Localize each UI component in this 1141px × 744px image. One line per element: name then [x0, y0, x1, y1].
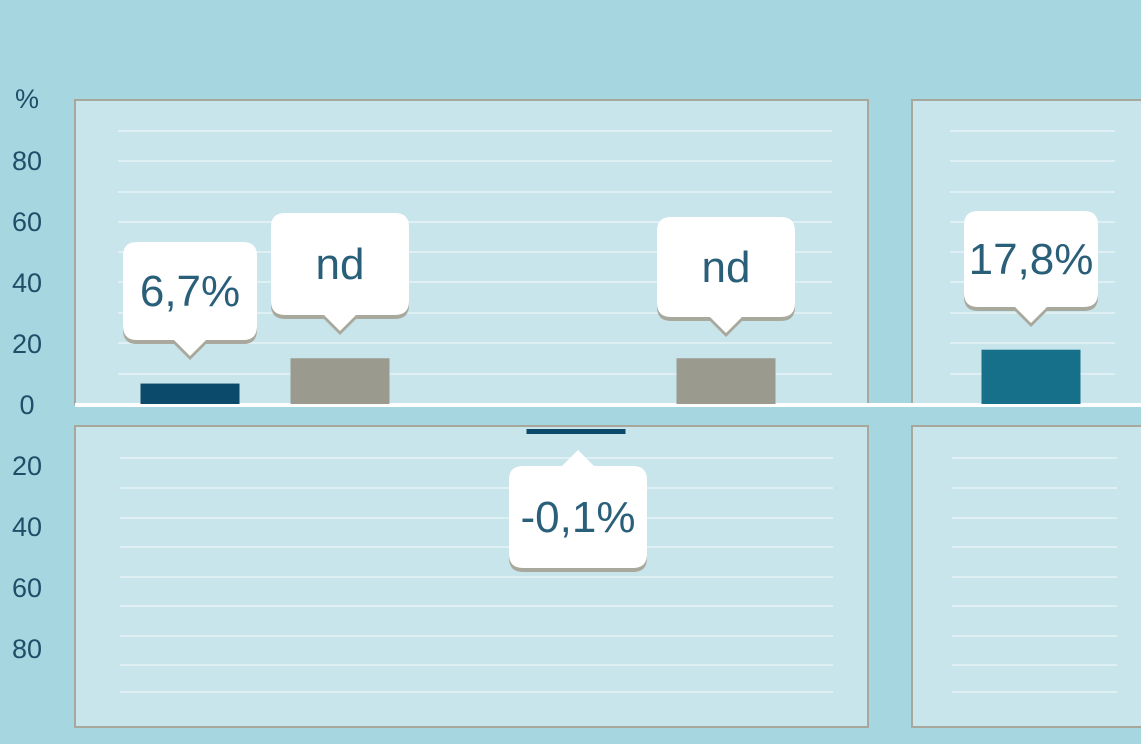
- callout-box: [657, 217, 795, 333]
- y-tick-label: 0: [19, 390, 34, 420]
- y-unit-label: %: [15, 84, 39, 114]
- y-tick-label: 60: [12, 207, 42, 237]
- y-tick-label: 40: [12, 512, 42, 542]
- bar: [290, 358, 390, 404]
- bars: [140, 349, 1081, 434]
- y-tick-label: 20: [12, 451, 42, 481]
- y-tick-label: 80: [12, 634, 42, 664]
- bar: [140, 383, 240, 404]
- data-label: nd: [316, 240, 365, 289]
- data-label-callout: nd: [271, 213, 409, 335]
- data-label: 17,8%: [969, 235, 1094, 284]
- y-tick-label: 60: [12, 573, 42, 603]
- data-label-callout: 17,8%: [964, 211, 1098, 327]
- bar: [526, 429, 626, 434]
- data-labels: 6,7% nd -0,1% nd 17,8%: [123, 211, 1098, 572]
- zero-baseline: [75, 403, 1141, 407]
- data-label: nd: [702, 243, 751, 292]
- data-label: 6,7%: [140, 267, 240, 316]
- chart-panels: [74, 99, 1141, 728]
- y-tick-label: 40: [12, 268, 42, 298]
- data-label-callout: 6,7%: [123, 242, 257, 360]
- bar: [676, 358, 776, 404]
- callout-box: [964, 211, 1098, 323]
- data-label: -0,1%: [521, 493, 636, 542]
- callout-box: [271, 213, 409, 331]
- data-label-callout: nd: [657, 217, 795, 337]
- y-tick-label: 20: [12, 329, 42, 359]
- bar: [981, 349, 1081, 404]
- y-axis: % 80 60 40 20 0 20 40 60 80: [12, 84, 42, 664]
- y-tick-label: 80: [12, 146, 42, 176]
- callout-box: [123, 242, 257, 356]
- callout-box: [509, 450, 647, 568]
- data-label-callout: -0,1%: [509, 450, 647, 572]
